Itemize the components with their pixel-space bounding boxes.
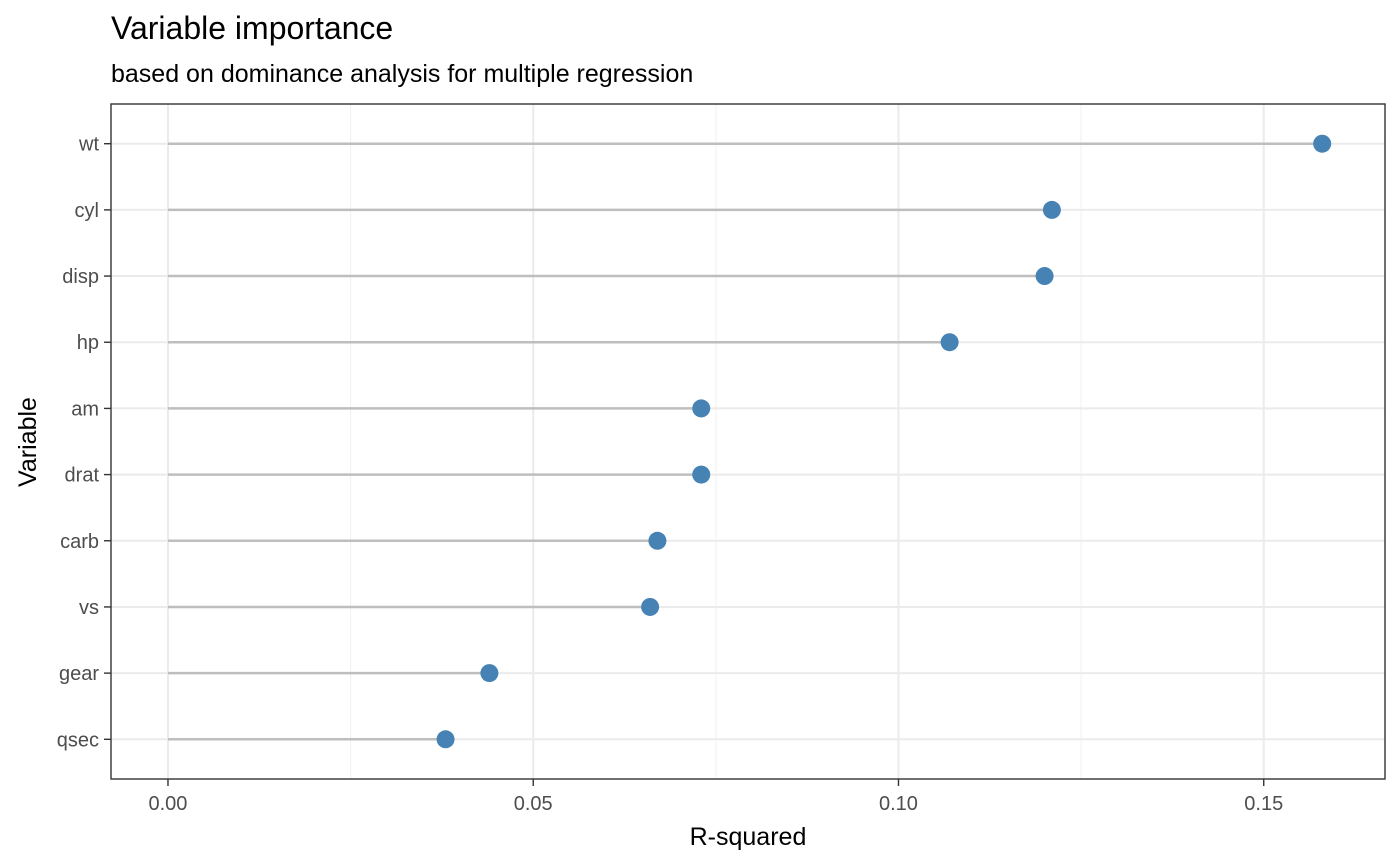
grid-lines (111, 104, 1385, 779)
point-cyl (1042, 200, 1061, 219)
y-tick-label-vs: vs (79, 597, 99, 619)
y-tick-label-drat: drat (65, 465, 100, 487)
point-carb (648, 531, 667, 550)
point-hp (940, 333, 959, 352)
chart-title: Variable importance (111, 10, 393, 46)
point-vs (641, 597, 660, 616)
x-tick-label: 0.15 (1244, 793, 1283, 815)
x-axis: 0.00 0.05 0.10 0.15 (149, 779, 1283, 815)
y-tick-label-gear: gear (59, 663, 99, 685)
y-axis: wt cyl disp hp am drat carb vs gear qsec (57, 134, 111, 751)
point-am (692, 399, 711, 418)
x-tick-label: 0.05 (514, 793, 553, 815)
y-tick-label-disp: disp (62, 266, 99, 288)
point-drat (692, 465, 711, 484)
y-tick-label-am: am (71, 398, 99, 420)
point-wt (1313, 134, 1332, 153)
lollipop-points (436, 134, 1332, 749)
y-tick-label-carb: carb (60, 531, 99, 553)
panel-border (110, 103, 1386, 780)
y-tick-label-cyl: cyl (75, 200, 99, 222)
y-tick-label-wt: wt (78, 134, 99, 156)
x-tick-label: 0.00 (149, 793, 188, 815)
y-tick-label-qsec: qsec (57, 729, 99, 751)
x-axis-title: R-squared (690, 823, 807, 851)
lollipop-stems (167, 142, 1323, 741)
point-gear (480, 664, 499, 683)
point-qsec (436, 730, 455, 749)
y-axis-title: Variable (14, 397, 42, 487)
point-disp (1035, 267, 1054, 286)
x-tick-label: 0.10 (879, 793, 918, 815)
y-tick-label-hp: hp (77, 332, 99, 354)
chart-subtitle: based on dominance analysis for multiple… (111, 60, 693, 88)
